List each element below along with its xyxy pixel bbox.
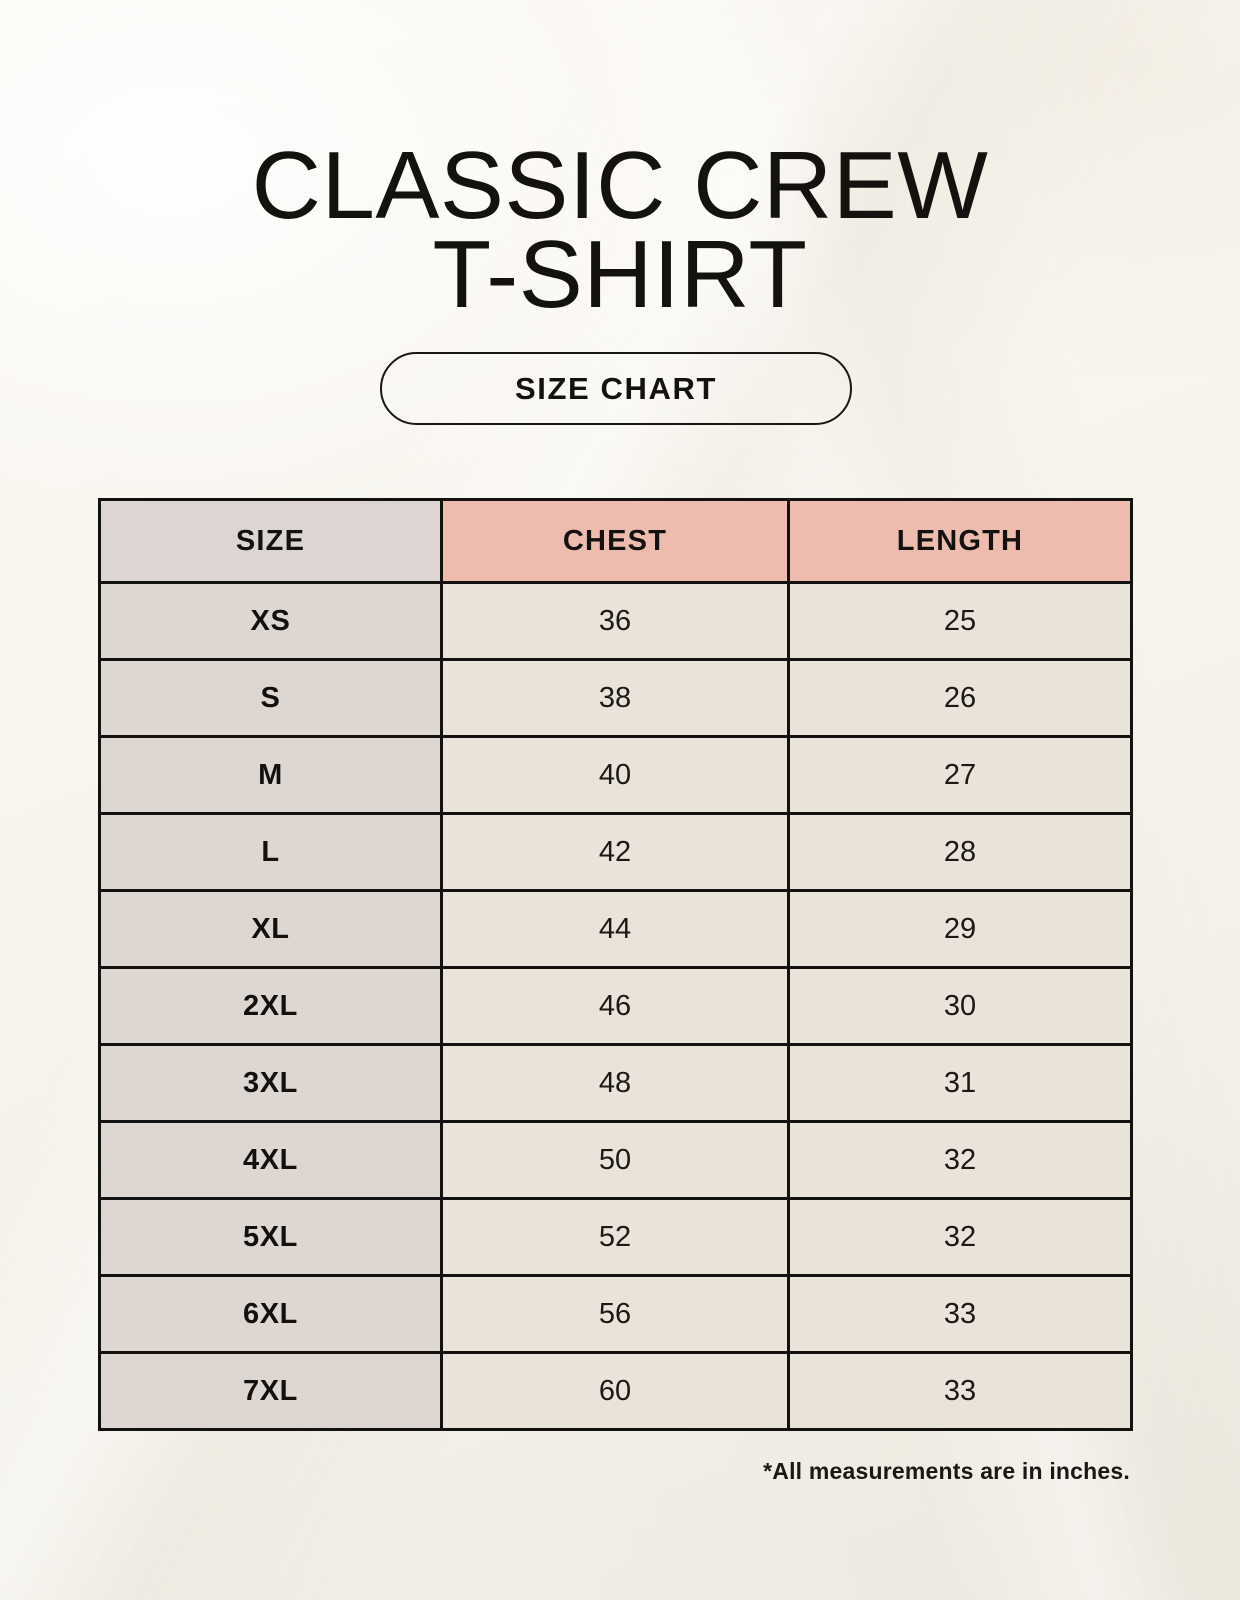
cell-length: 32 <box>787 1120 1133 1200</box>
cell-length: 25 <box>787 581 1133 661</box>
size-chart-badge: SIZE CHART <box>380 352 852 425</box>
page-title: CLASSIC CREW T-SHIRT <box>251 132 989 328</box>
cell-chest: 36 <box>440 581 790 661</box>
table-row: XS 36 25 <box>98 581 1133 661</box>
cell-chest: 56 <box>440 1274 790 1354</box>
table-row: 2XL 46 30 <box>98 966 1133 1046</box>
column-header-chest: CHEST <box>440 498 790 584</box>
cell-length: 26 <box>787 658 1133 738</box>
table-row: 6XL 56 33 <box>98 1274 1133 1354</box>
cell-size: L <box>98 812 443 892</box>
cell-size: M <box>98 735 443 815</box>
table-row: 5XL 52 32 <box>98 1197 1133 1277</box>
size-table-container: SIZE CHEST LENGTH XS 36 25 S 38 26 M 40 27 L 42 28 X… <box>98 498 1133 1431</box>
cell-length: 28 <box>787 812 1133 892</box>
column-header-length: LENGTH <box>787 498 1133 584</box>
cell-chest: 46 <box>440 966 790 1046</box>
cell-size: 5XL <box>98 1197 443 1277</box>
cell-size: 2XL <box>98 966 443 1046</box>
column-header-size: SIZE <box>98 498 443 584</box>
cell-chest: 60 <box>440 1351 790 1431</box>
table-row: 4XL 50 32 <box>98 1120 1133 1200</box>
size-table-head: SIZE CHEST LENGTH <box>98 498 1133 584</box>
cell-chest: 50 <box>440 1120 790 1200</box>
cell-size: 4XL <box>98 1120 443 1200</box>
table-row: L 42 28 <box>98 812 1133 892</box>
cell-size: XS <box>98 581 443 661</box>
table-row: S 38 26 <box>98 658 1133 738</box>
measurement-footnote: *All measurements are in inches. <box>763 1458 1130 1484</box>
cell-chest: 52 <box>440 1197 790 1277</box>
cell-length: 27 <box>787 735 1133 815</box>
cell-size: XL <box>98 889 443 969</box>
cell-length: 33 <box>787 1351 1133 1431</box>
size-table: SIZE CHEST LENGTH XS 36 25 S 38 26 M 40 27 L 42 28 X… <box>98 498 1133 1431</box>
cell-length: 33 <box>787 1274 1133 1354</box>
table-row: 3XL 48 31 <box>98 1043 1133 1123</box>
cell-chest: 42 <box>440 812 790 892</box>
table-row: XL 44 29 <box>98 889 1133 969</box>
cell-chest: 48 <box>440 1043 790 1123</box>
cell-length: 29 <box>787 889 1133 969</box>
cell-chest: 38 <box>440 658 790 738</box>
cell-length: 31 <box>787 1043 1133 1123</box>
table-row: M 40 27 <box>98 735 1133 815</box>
cell-length: 30 <box>787 966 1133 1046</box>
table-row: 7XL 60 33 <box>98 1351 1133 1431</box>
cell-length: 32 <box>787 1197 1133 1277</box>
cell-chest: 40 <box>440 735 790 815</box>
cell-size: 3XL <box>98 1043 443 1123</box>
size-table-body: XS 36 25 S 38 26 M 40 27 L 42 28 XL 44 29 2XL 46 30 3XL 48 3… <box>98 581 1133 1431</box>
cell-size: 7XL <box>98 1351 443 1431</box>
size-chart-badge-label: SIZE CHART <box>515 370 717 406</box>
cell-chest: 44 <box>440 889 790 969</box>
cell-size: 6XL <box>98 1274 443 1354</box>
table-header-row: SIZE CHEST LENGTH <box>98 498 1133 584</box>
cell-size: S <box>98 658 443 738</box>
